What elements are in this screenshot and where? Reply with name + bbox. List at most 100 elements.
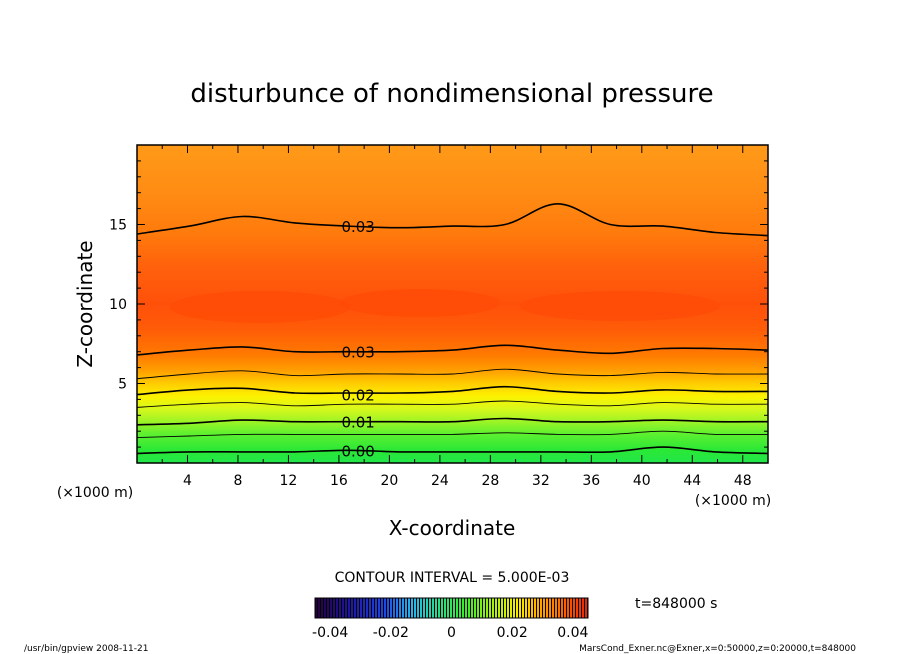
x-tick-label: 36 [582, 473, 600, 489]
colorbar-stripe [567, 598, 569, 618]
colorbar-stripe-sep [326, 598, 327, 618]
colorbar-stripe [348, 598, 350, 618]
colorbar-stripe [339, 598, 341, 618]
colorbar-tick-label: 0.04 [557, 625, 588, 641]
x-tick-label: 40 [633, 473, 651, 489]
colorbar-stripe [465, 598, 467, 618]
y-axis-ticks: 5 10 15 [109, 144, 768, 464]
colorbar-stripe-sep [563, 598, 564, 618]
colorbar-stripe [441, 598, 443, 618]
contour-line [137, 385, 768, 396]
chart-title: disturbunce of nondimensional pressure [190, 79, 713, 109]
contour-label: 0.03 [341, 344, 374, 362]
colorbar-stripe-sep [494, 598, 495, 618]
colorbar-stripe [558, 598, 560, 618]
colorbar-stripe-sep [536, 598, 537, 618]
colorbar-stripe [351, 598, 353, 618]
colorbar-stripe-sep [398, 598, 399, 618]
colorbar-stripe [315, 598, 317, 618]
colorbar-stripe-sep [401, 598, 402, 618]
colorbar-stripe [498, 598, 500, 618]
contour-line [137, 417, 768, 426]
colorbar-frame [314, 597, 589, 619]
colorbar-stripe-sep [530, 598, 531, 618]
colorbar-stripe [477, 598, 479, 618]
colorbar-stripe [534, 598, 536, 618]
colorbar-stripe-sep [446, 598, 447, 618]
colorbar-stripe [405, 598, 407, 618]
colorbar-stripe-sep [578, 598, 579, 618]
colorbar-stripe-sep [500, 598, 501, 618]
colorbar-stripe-sep [332, 598, 333, 618]
colorbar-stripe-sep [365, 598, 366, 618]
colorbar-stripe-sep [383, 598, 384, 618]
y-tick-label: 15 [109, 218, 127, 234]
colorbar-stripe-sep [341, 598, 342, 618]
x-tick-label: 12 [280, 473, 298, 489]
colorbar-stripe [345, 598, 347, 618]
colorbar-stripe-sep [407, 598, 408, 618]
colorbar-stripe [393, 598, 395, 618]
colorbar-stripe [480, 598, 482, 618]
colorbar-stripe [372, 598, 374, 618]
colorbar-stripe [363, 598, 365, 618]
colorbar-stripe [582, 598, 584, 618]
colorbar-stripe-sep [545, 598, 546, 618]
colorbar-stripe-sep [476, 598, 477, 618]
colorbar-stripe-sep [482, 598, 483, 618]
colorbar-stripe-sep [584, 598, 585, 618]
colorbar-stripe-sep [422, 598, 423, 618]
colorbar-stripe-sep [575, 598, 576, 618]
colorbar-stripe-sep [359, 598, 360, 618]
colorbar-stripe [585, 598, 587, 618]
y-axis-label: Z-coordinate [73, 240, 97, 367]
colorbar-stripe [471, 598, 473, 618]
colorbar-stripe [546, 598, 548, 618]
colorbar-stripe [561, 598, 563, 618]
colorbar-tick-label: -0.02 [373, 625, 409, 641]
colorbar-stripe-sep [437, 598, 438, 618]
colorbar-stripe-sep [512, 598, 513, 618]
colorbar-stripe [378, 598, 380, 618]
colorbar-stripe-sep [518, 598, 519, 618]
colorbar-stripe [396, 598, 398, 618]
colorbar-stripe-sep [356, 598, 357, 618]
colorbar-stripe [453, 598, 455, 618]
colorbar-stripe-sep [353, 598, 354, 618]
colorbar-stripe-sep [320, 598, 321, 618]
colorbar-stripe [429, 598, 431, 618]
colorbar-stripe [579, 598, 581, 618]
contour-line [137, 430, 768, 439]
x-tick-label: 28 [481, 473, 499, 489]
contour-label: 0.02 [341, 387, 374, 405]
colorbar-stripe-sep [410, 598, 411, 618]
colorbar-stripe [468, 598, 470, 618]
contour-line [137, 344, 768, 356]
colorbar-stripe-sep [503, 598, 504, 618]
colorbar-stripe-sep [452, 598, 453, 618]
colorbar-stripe-sep [497, 598, 498, 618]
colorbar-stripe-sep [386, 598, 387, 618]
colorbar-stripe-sep [581, 598, 582, 618]
colorbar-stripe [450, 598, 452, 618]
colorbar-stripe-sep [416, 598, 417, 618]
colorbar-stripe-sep [434, 598, 435, 618]
colorbar-stripe-sep [515, 598, 516, 618]
colorbar-stripe [330, 598, 332, 618]
colorbar-stripe [486, 598, 488, 618]
colorbar-tick-label: -0.04 [312, 625, 348, 641]
colorbar-stripe-sep [431, 598, 432, 618]
colorbar-stripe [375, 598, 377, 618]
colorbar-stripe-sep [392, 598, 393, 618]
colorbar-stripe-sep [533, 598, 534, 618]
colorbar-stripe [408, 598, 410, 618]
contour-label: 0.03 [341, 218, 374, 236]
colorbar-stripe [381, 598, 383, 618]
colorbar-stripe [435, 598, 437, 618]
colorbar-stripe [504, 598, 506, 618]
contour-line [137, 400, 768, 408]
colorbar-stripe-sep [467, 598, 468, 618]
colorbar-stripe [333, 598, 335, 618]
colorbar-stripe-sep [521, 598, 522, 618]
colorbar-stripe [540, 598, 542, 618]
